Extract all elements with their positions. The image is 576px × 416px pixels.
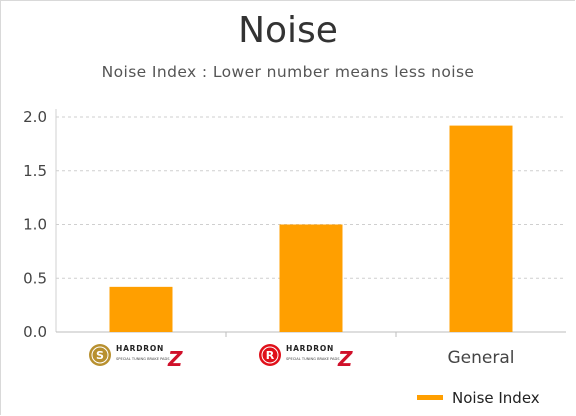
category-0-badge-ring: [91, 346, 109, 364]
category-1-badge-letter: R: [266, 349, 275, 362]
category-1-brand: HARDRON: [286, 344, 334, 353]
category-1-tagline: SPECIAL TUNING BRAKE PADS: [286, 357, 340, 361]
category-1-mark: Z: [337, 347, 353, 371]
category-1-badge-ring: [261, 346, 279, 364]
bar-0: [109, 286, 173, 332]
category-0-tagline: SPECIAL TUNING BRAKE PADS: [116, 357, 170, 361]
legend-label: Noise Index: [452, 389, 540, 407]
bar-2: [449, 125, 513, 332]
chart-subtitle: Noise Index : Lower number means less no…: [101, 63, 475, 81]
y-tick-label-0: 0.0: [23, 323, 47, 341]
legend-swatch: [417, 395, 443, 400]
category-0-brand: HARDRON: [116, 344, 164, 353]
y-tick-label-4: 2.0: [23, 108, 47, 126]
category-0-mark: Z: [167, 347, 183, 371]
y-tick-label-3: 1.5: [23, 162, 47, 180]
y-tick-label-1: 0.5: [23, 269, 47, 287]
bar-1: [279, 224, 343, 332]
y-tick-label-2: 1.0: [23, 216, 47, 234]
category-0-badge-letter: S: [96, 349, 104, 362]
x-category-label-2: General: [448, 348, 515, 368]
chart-title: Noise: [238, 10, 338, 51]
